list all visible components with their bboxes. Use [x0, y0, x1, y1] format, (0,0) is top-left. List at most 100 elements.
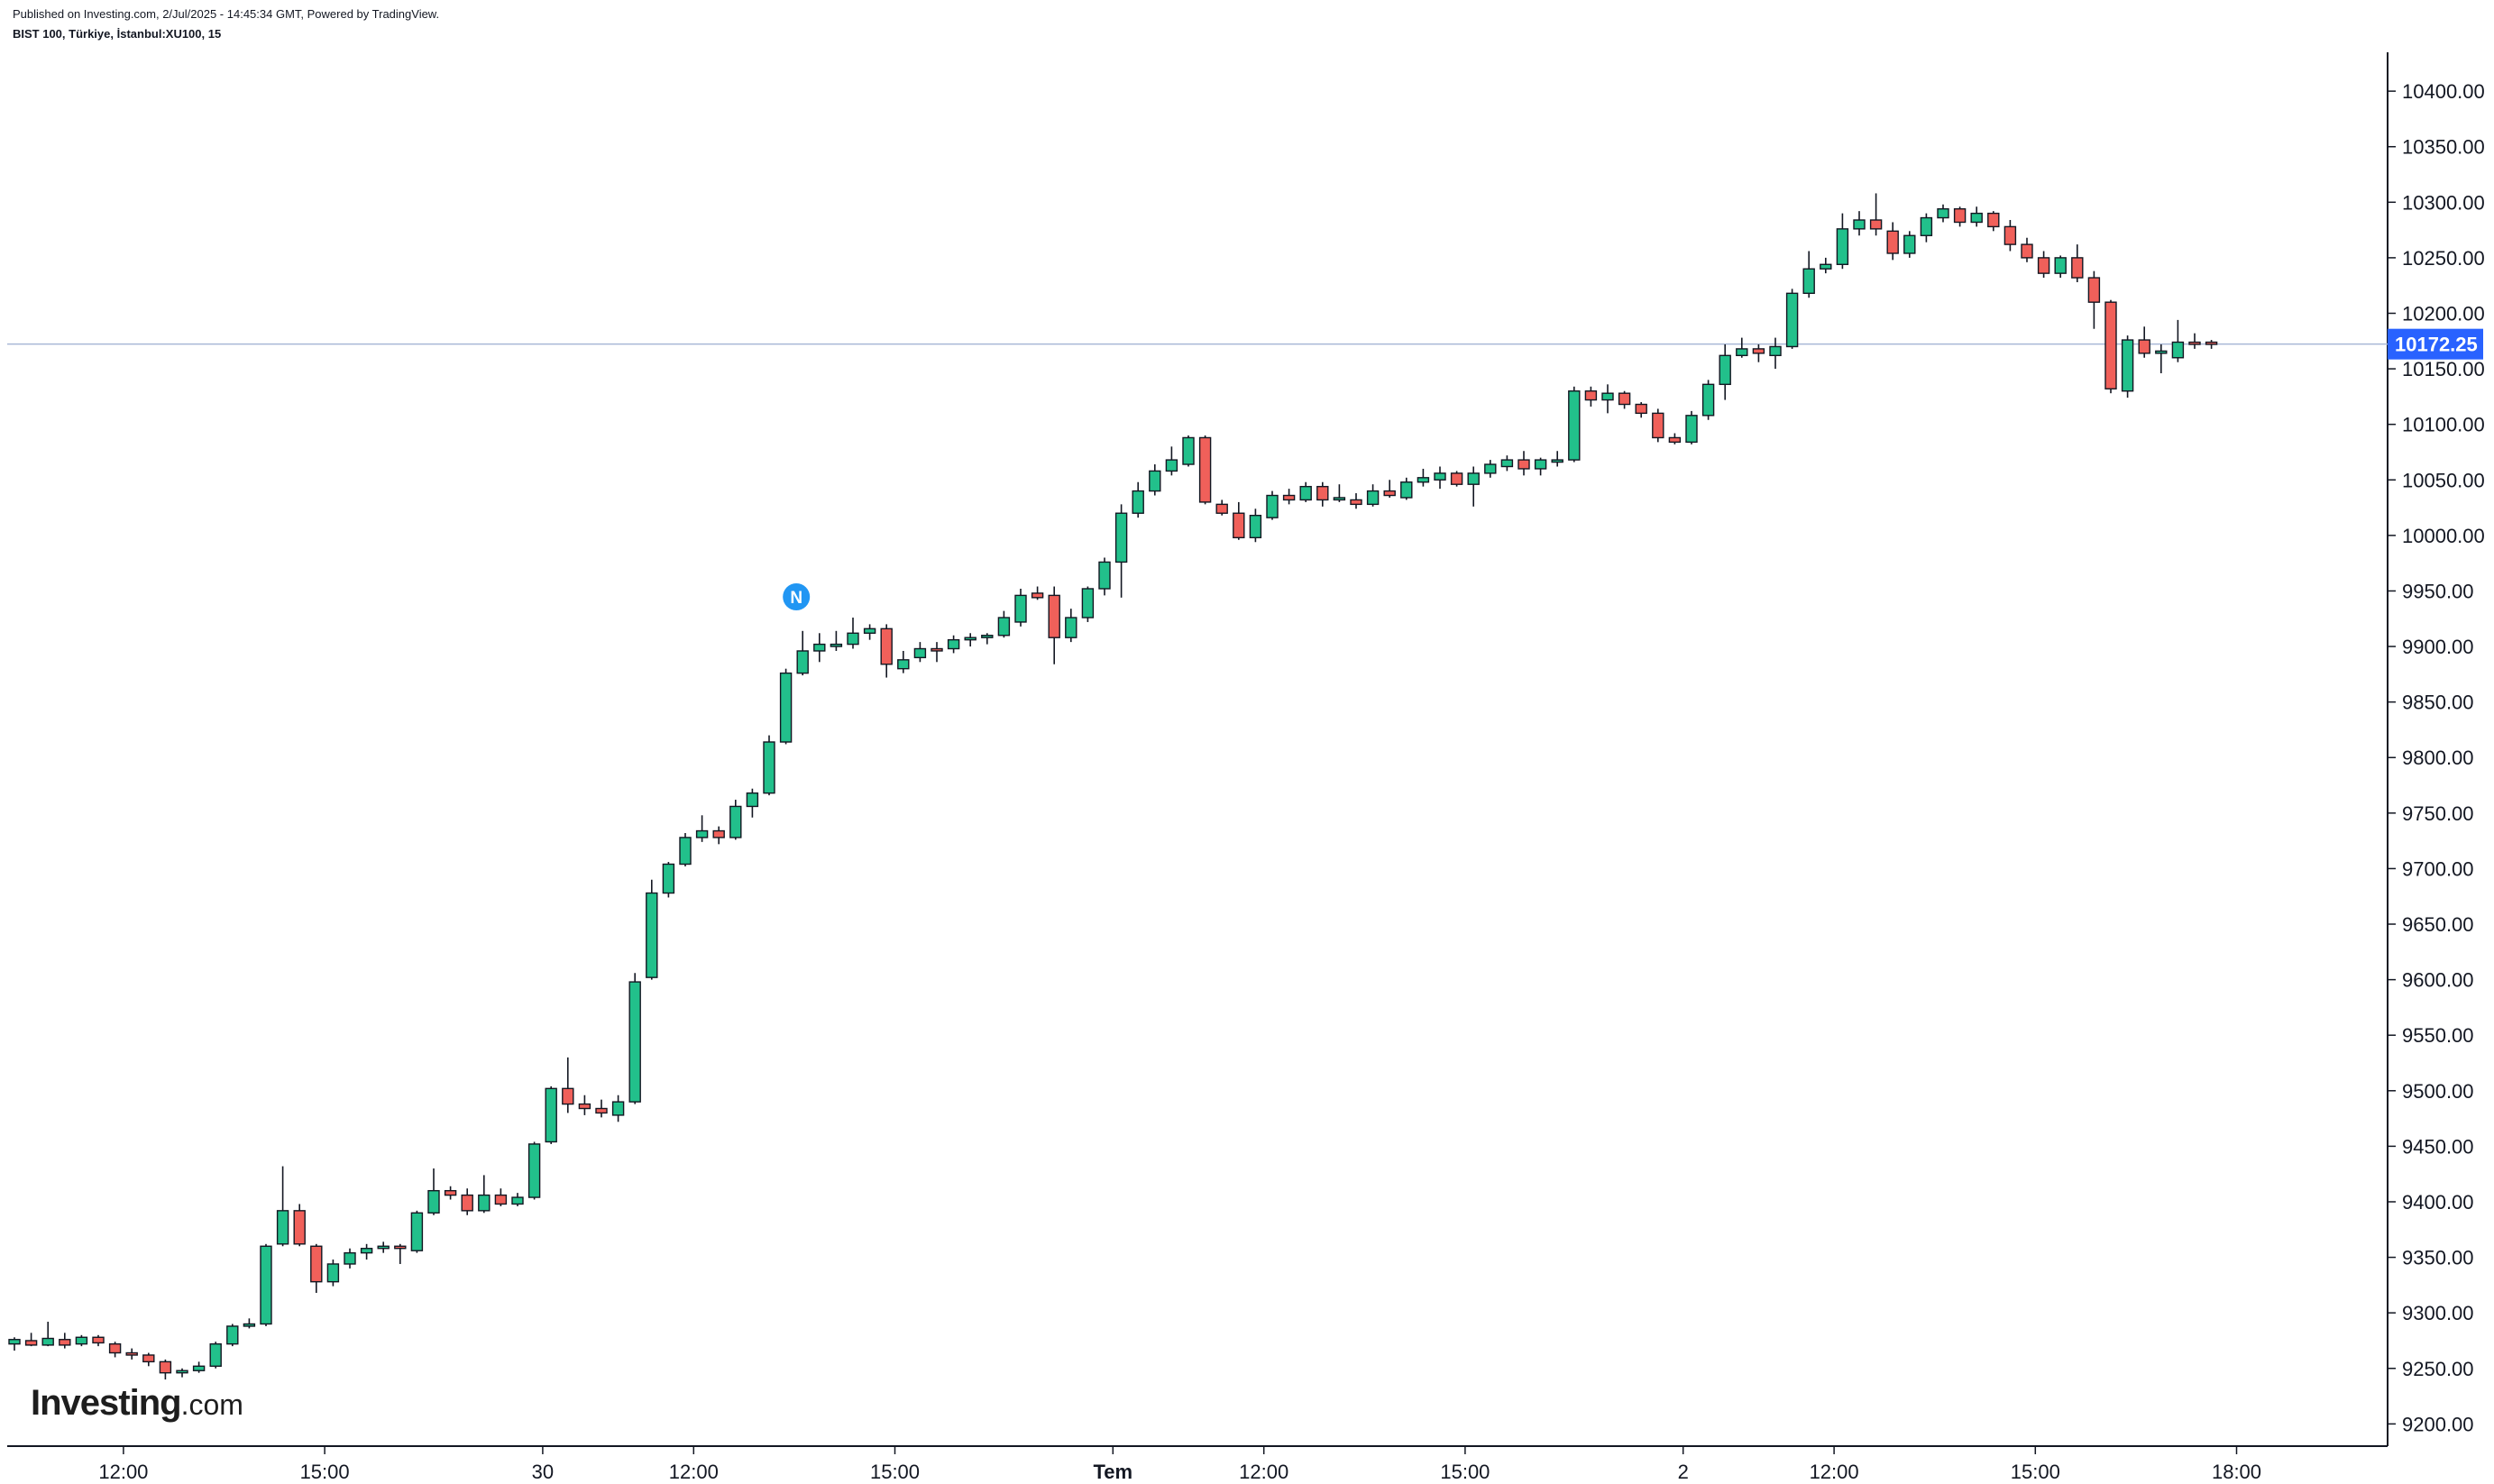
candle — [1014, 588, 1027, 627]
candle — [1920, 213, 1933, 243]
candle-body — [1752, 348, 1765, 354]
candle-body — [8, 1339, 21, 1345]
candle-body — [679, 837, 692, 866]
candle-body — [880, 627, 893, 665]
investing-logo: Investing.com — [31, 1383, 243, 1424]
candle — [1198, 435, 1212, 505]
y-tick-label: 9650.00 — [2402, 913, 2474, 936]
symbol-title: BIST 100, Türkiye, İstanbul:XU100, 15 — [13, 27, 222, 41]
candle-body — [461, 1194, 473, 1212]
candle-body — [243, 1323, 256, 1327]
candle — [997, 610, 1011, 638]
candle — [1098, 557, 1111, 596]
candle — [1132, 481, 1144, 518]
y-tick-label: 10200.00 — [2402, 302, 2485, 325]
candle — [125, 1348, 138, 1360]
candle — [1937, 204, 1949, 223]
candle-body — [646, 892, 658, 978]
candle-body — [344, 1251, 356, 1265]
candle-body — [1266, 494, 1279, 518]
candle-body — [1769, 345, 1782, 357]
candle-body — [1701, 383, 1715, 417]
candle — [1953, 206, 1967, 227]
candle-body — [377, 1245, 390, 1250]
candle-body — [2138, 339, 2150, 354]
candle — [1701, 380, 1715, 420]
candle — [863, 624, 876, 640]
candle — [2003, 220, 2017, 252]
candle — [2171, 319, 2185, 362]
candle — [763, 735, 775, 796]
candle-body — [628, 981, 641, 1103]
candle-body — [1350, 499, 1362, 506]
candle — [511, 1193, 524, 1206]
axes[interactable]: 9200.00 9250.00 9300.00 9350.00 9400.00 9450.… — [98, 80, 2484, 1483]
candle-body — [1500, 459, 1514, 468]
candle-body — [796, 650, 809, 674]
news-marker-icon[interactable] — [783, 583, 811, 610]
last-price-label: 10172.25 — [2395, 334, 2478, 356]
candle — [1048, 586, 1060, 664]
candle-body — [1434, 472, 1446, 481]
candle-body — [1987, 212, 2000, 228]
candle-body — [1215, 503, 1228, 514]
candle-body — [260, 1245, 272, 1325]
candle — [293, 1204, 306, 1247]
candle — [1853, 211, 1866, 236]
candle — [2021, 237, 2033, 262]
candle — [578, 1095, 591, 1115]
candle-body — [830, 643, 843, 647]
candle — [1149, 464, 1161, 496]
candle — [192, 1361, 206, 1373]
candle — [1584, 386, 1598, 407]
candle — [92, 1334, 105, 1347]
candle — [243, 1318, 256, 1329]
candle — [1500, 455, 1514, 472]
y-tick-label: 9450.00 — [2402, 1135, 2474, 1158]
candle-body — [897, 659, 910, 670]
y-tick-label: 9800.00 — [2402, 747, 2474, 769]
candle — [813, 633, 826, 663]
candle — [344, 1248, 356, 1269]
y-tick-label: 9950.00 — [2402, 580, 2474, 602]
candle-body — [813, 643, 826, 652]
x-tick-label: 18:00 — [2212, 1461, 2261, 1483]
candle-body — [1249, 514, 1262, 539]
y-tick-label: 9500.00 — [2402, 1080, 2474, 1103]
candle — [41, 1322, 54, 1347]
x-tick-label: 15:00 — [870, 1461, 920, 1483]
candle — [377, 1241, 390, 1253]
candle — [527, 1141, 541, 1200]
y-tick-label: 9600.00 — [2402, 969, 2474, 992]
candle-body — [1719, 354, 1731, 386]
candle-body — [1282, 494, 1296, 501]
y-tick-label: 9900.00 — [2402, 636, 2474, 658]
candle-body — [1736, 348, 1748, 357]
candle-body — [1450, 472, 1463, 485]
candle — [1114, 504, 1128, 598]
candle — [1652, 408, 1664, 443]
candle-body — [2071, 257, 2084, 279]
candle-body — [2171, 341, 2185, 359]
candle-body — [964, 637, 977, 641]
candle-body — [24, 1340, 38, 1346]
candle-body — [1618, 392, 1631, 406]
candle-body — [125, 1351, 138, 1356]
candle — [1282, 489, 1296, 505]
candle-body — [1836, 228, 1849, 265]
candle-body — [410, 1212, 424, 1251]
candle — [562, 1057, 574, 1113]
candle-body — [1551, 459, 1563, 463]
candle — [2054, 255, 2067, 279]
candle-body — [2003, 225, 2017, 245]
candle — [611, 1095, 625, 1122]
candle — [1785, 289, 1799, 349]
candle — [159, 1359, 172, 1380]
candle-body — [2104, 301, 2117, 389]
candle-body — [1149, 470, 1161, 492]
candle — [1668, 433, 1682, 444]
candle-body — [1601, 392, 1614, 401]
candle-body — [1953, 207, 1967, 224]
candle — [1903, 231, 1916, 258]
